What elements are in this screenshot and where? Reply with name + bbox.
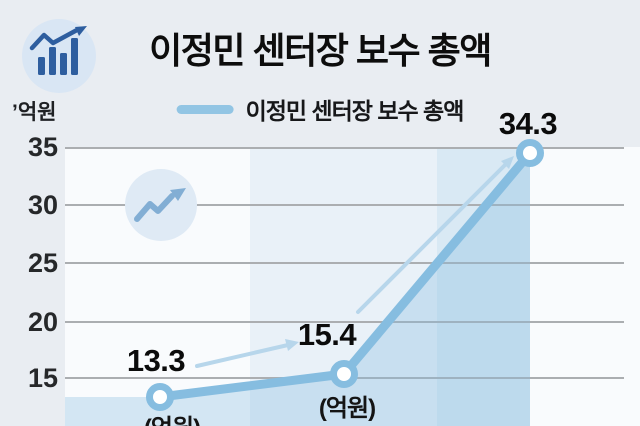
gridline <box>65 262 624 264</box>
highlight-band-medium <box>437 147 530 426</box>
legend: 이정민 센터장 보수 총액 <box>176 92 465 126</box>
y-tick-label-15: 15 <box>27 363 58 393</box>
point-value-label: 15.4 <box>297 317 357 352</box>
legend-label: 이정민 센터장 보수 총액 <box>245 98 465 124</box>
page-title: 이정민 센터장 보수 총액 <box>149 30 492 71</box>
data-point-marker-3 <box>516 139 544 167</box>
data-point-marker-1 <box>146 383 174 411</box>
point-value-label: 34.3 <box>498 106 558 141</box>
y-tick-label-25: 25 <box>27 248 58 278</box>
point-category-label: (억원) <box>102 408 242 426</box>
y-tick-label-20: 20 <box>27 307 58 337</box>
y-axis-unit-label: ’억원 <box>12 101 57 124</box>
bar-chart-rising-icon-svg <box>22 19 96 93</box>
annotation-arrow-second <box>356 156 514 314</box>
point-category-label: (억원) <box>318 395 376 422</box>
legend-line-swatch <box>176 104 234 114</box>
trend-up-watermark-icon <box>125 169 197 241</box>
gridline <box>65 204 624 206</box>
y-tick-label-35: 35 <box>27 132 58 162</box>
area-fill <box>65 153 530 426</box>
point-value-label: 13.3 <box>126 343 186 378</box>
y-tick-label-30: 30 <box>27 190 58 220</box>
gridline <box>65 321 624 323</box>
gridline <box>65 147 624 149</box>
annotation-arrow-first <box>195 339 299 368</box>
bar-chart-rising-icon <box>21 18 97 94</box>
data-point-marker-2 <box>330 360 358 388</box>
